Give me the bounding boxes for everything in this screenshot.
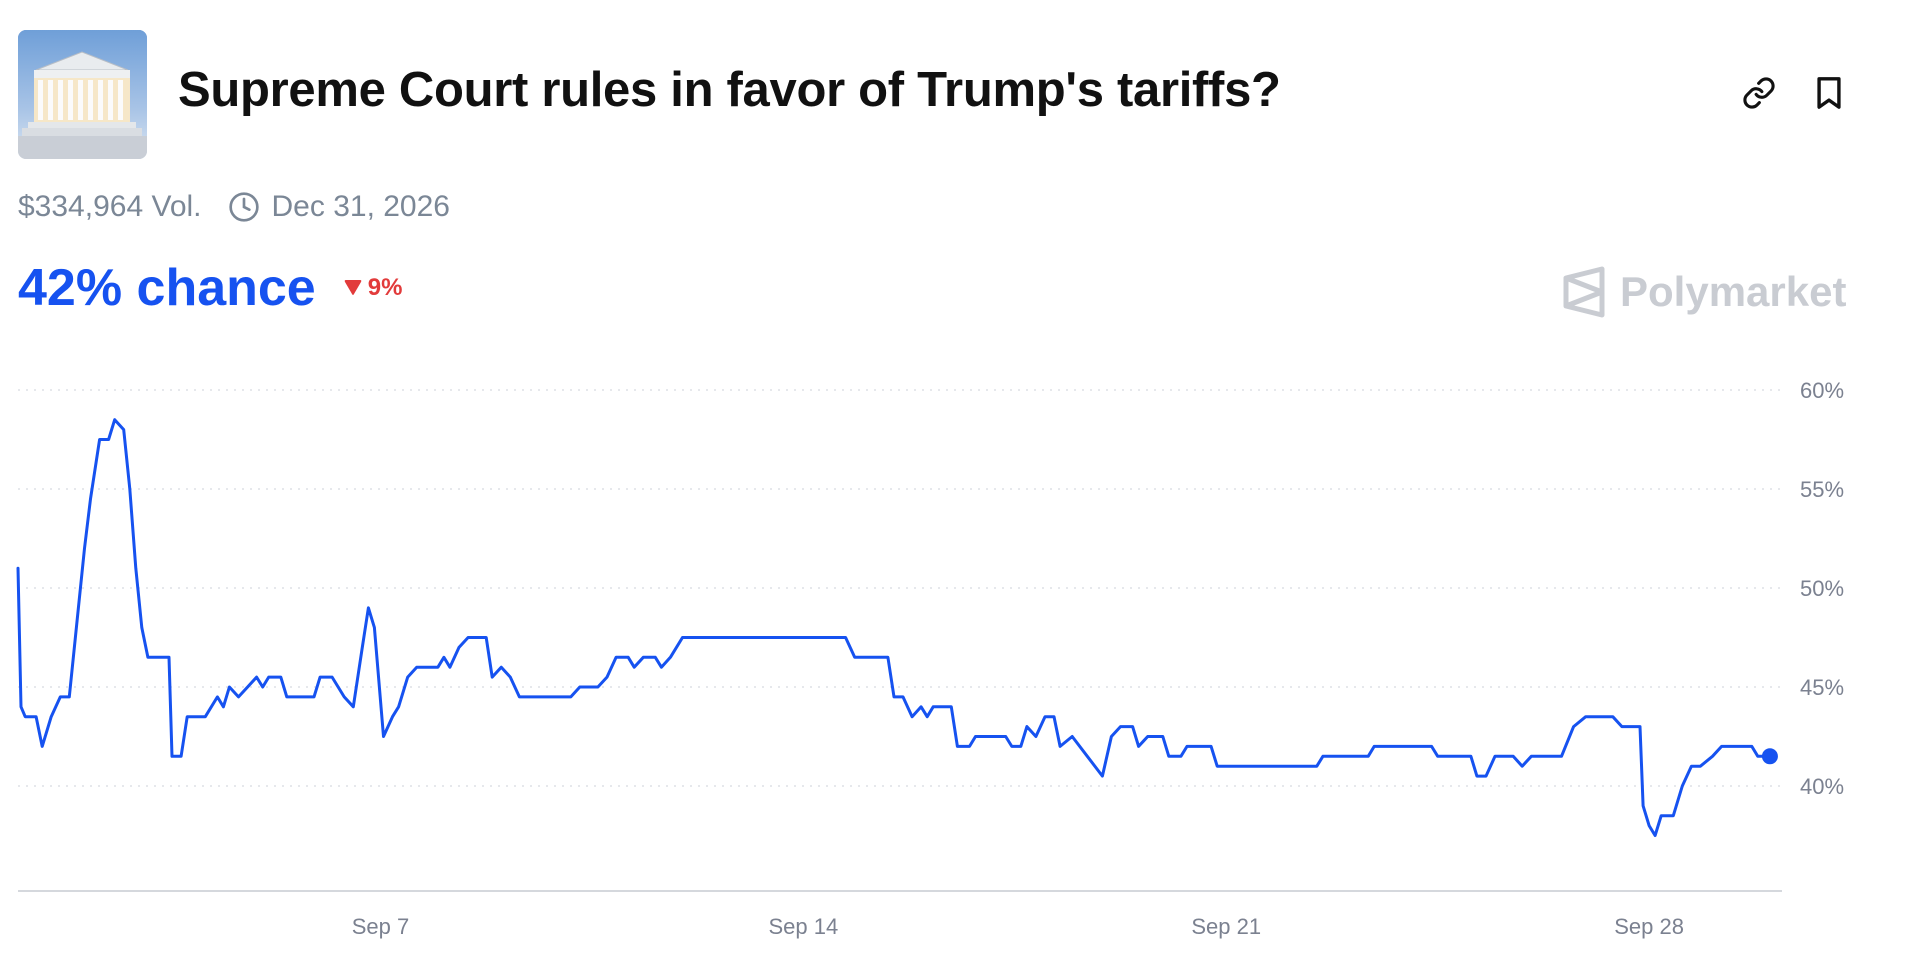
clock-icon bbox=[228, 191, 260, 223]
volume-text: $334,964 Vol. bbox=[18, 190, 202, 223]
x-tick-label: Sep 21 bbox=[1191, 914, 1261, 939]
brand-name: Polymarket bbox=[1620, 268, 1847, 315]
change-value: 9% bbox=[367, 274, 403, 301]
last-price-marker bbox=[1761, 748, 1778, 765]
y-tick-label: 55% bbox=[1800, 477, 1844, 502]
change-badge: 9% bbox=[344, 274, 403, 302]
link-icon bbox=[1743, 77, 1775, 109]
y-tick-label: 40% bbox=[1800, 774, 1844, 799]
polymarket-brand: Polymarket bbox=[1562, 266, 1846, 318]
y-tick-label: 50% bbox=[1800, 576, 1844, 601]
x-tick-label: Sep 7 bbox=[352, 914, 410, 939]
y-tick-label: 60% bbox=[1800, 378, 1844, 403]
bookmark-icon bbox=[1817, 77, 1841, 109]
market-title: Supreme Court rules in favor of Trump's … bbox=[178, 63, 1281, 117]
market-meta: $334,964 Vol. Dec 31, 2026 bbox=[18, 190, 450, 224]
price-chart[interactable]: 60% 55% 50% 45% 40% Sep 7 Sep 14 Sep 21 Sep 28 bbox=[0, 360, 1910, 960]
x-tick-label: Sep 14 bbox=[768, 914, 838, 939]
supreme-court-building-image bbox=[18, 30, 147, 159]
triangle-down-icon bbox=[344, 280, 362, 296]
end-date-text: Dec 31, 2026 bbox=[271, 190, 450, 223]
y-tick-label: 45% bbox=[1800, 675, 1844, 700]
x-tick-label: Sep 28 bbox=[1614, 914, 1684, 939]
chance-value: 42% chance bbox=[18, 259, 316, 317]
price-line bbox=[16, 418, 1772, 837]
polymarket-logo-icon bbox=[1562, 266, 1606, 318]
bookmark-button[interactable] bbox=[1806, 70, 1852, 116]
market-thumbnail bbox=[18, 30, 147, 159]
chance-row: 42% chance 9% bbox=[18, 258, 402, 318]
copy-link-button[interactable] bbox=[1736, 70, 1782, 116]
